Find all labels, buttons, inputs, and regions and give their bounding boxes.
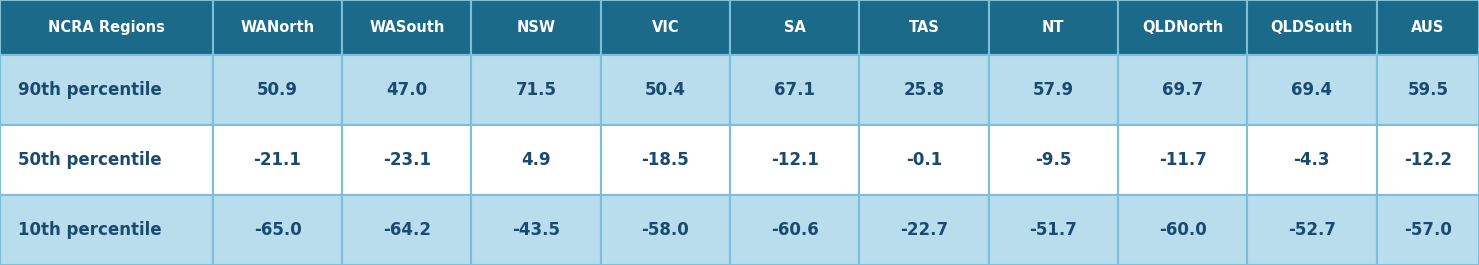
Bar (988, 125, 1118, 195)
Bar (472, 55, 600, 125)
Bar (472, 195, 600, 265)
Bar (731, 195, 859, 265)
Text: -12.2: -12.2 (1404, 151, 1452, 169)
Text: AUS: AUS (1411, 20, 1445, 35)
Text: -60.6: -60.6 (771, 221, 818, 239)
Text: 57.9: 57.9 (1032, 81, 1074, 99)
Text: -58.0: -58.0 (642, 221, 689, 239)
Text: 50.9: 50.9 (257, 81, 297, 99)
Text: -21.1: -21.1 (253, 151, 302, 169)
Text: 50.4: 50.4 (645, 81, 686, 99)
Text: NSW: NSW (516, 20, 556, 35)
Bar (600, 195, 731, 265)
Bar (0, 55, 213, 125)
Bar (859, 0, 988, 55)
Text: -60.0: -60.0 (1158, 221, 1207, 239)
Text: 50th percentile: 50th percentile (18, 151, 161, 169)
Text: 47.0: 47.0 (386, 81, 427, 99)
Text: -11.7: -11.7 (1158, 151, 1207, 169)
Text: -4.3: -4.3 (1294, 151, 1330, 169)
Text: -18.5: -18.5 (642, 151, 689, 169)
Text: SA: SA (784, 20, 806, 35)
Bar (472, 125, 600, 195)
Bar (859, 195, 988, 265)
Bar (600, 0, 731, 55)
Bar (213, 195, 342, 265)
Bar (600, 125, 731, 195)
Text: -57.0: -57.0 (1404, 221, 1452, 239)
Bar (988, 55, 1118, 125)
Bar (342, 125, 472, 195)
Text: -23.1: -23.1 (383, 151, 430, 169)
Bar (213, 55, 342, 125)
Bar (1377, 195, 1479, 265)
Text: QLDSouth: QLDSouth (1270, 20, 1353, 35)
Text: NCRA Regions: NCRA Regions (47, 20, 164, 35)
Bar (859, 125, 988, 195)
Bar (988, 195, 1118, 265)
Text: -9.5: -9.5 (1035, 151, 1071, 169)
Bar (1377, 0, 1479, 55)
Text: -0.1: -0.1 (905, 151, 942, 169)
Bar (342, 0, 472, 55)
Bar (988, 0, 1118, 55)
Bar (731, 0, 859, 55)
Bar (731, 125, 859, 195)
Text: -51.7: -51.7 (1029, 221, 1077, 239)
Bar (213, 0, 342, 55)
Text: NT: NT (1043, 20, 1065, 35)
Bar (472, 0, 600, 55)
Text: 10th percentile: 10th percentile (18, 221, 161, 239)
Bar (0, 195, 213, 265)
Text: QLDNorth: QLDNorth (1142, 20, 1223, 35)
Text: 69.7: 69.7 (1162, 81, 1202, 99)
Bar (1247, 0, 1377, 55)
Bar (600, 55, 731, 125)
Text: WASouth: WASouth (370, 20, 445, 35)
Bar (0, 0, 213, 55)
Bar (342, 195, 472, 265)
Text: VIC: VIC (652, 20, 679, 35)
Text: 59.5: 59.5 (1407, 81, 1448, 99)
Text: -52.7: -52.7 (1288, 221, 1336, 239)
Bar (859, 55, 988, 125)
Bar (1118, 0, 1247, 55)
Bar (1118, 55, 1247, 125)
Text: -12.1: -12.1 (771, 151, 818, 169)
Bar (213, 125, 342, 195)
Text: -65.0: -65.0 (253, 221, 302, 239)
Bar (1118, 195, 1247, 265)
Text: -43.5: -43.5 (512, 221, 561, 239)
Text: 69.4: 69.4 (1291, 81, 1333, 99)
Text: WANorth: WANorth (241, 20, 315, 35)
Bar (1247, 55, 1377, 125)
Text: 67.1: 67.1 (774, 81, 815, 99)
Text: 4.9: 4.9 (521, 151, 550, 169)
Bar (0, 125, 213, 195)
Bar (731, 55, 859, 125)
Bar (1118, 125, 1247, 195)
Text: -22.7: -22.7 (899, 221, 948, 239)
Bar (1377, 125, 1479, 195)
Text: 71.5: 71.5 (516, 81, 556, 99)
Bar (1247, 125, 1377, 195)
Bar (342, 55, 472, 125)
Bar (1247, 195, 1377, 265)
Text: 90th percentile: 90th percentile (18, 81, 161, 99)
Text: TAS: TAS (908, 20, 939, 35)
Text: 25.8: 25.8 (904, 81, 945, 99)
Bar (1377, 55, 1479, 125)
Text: -64.2: -64.2 (383, 221, 430, 239)
